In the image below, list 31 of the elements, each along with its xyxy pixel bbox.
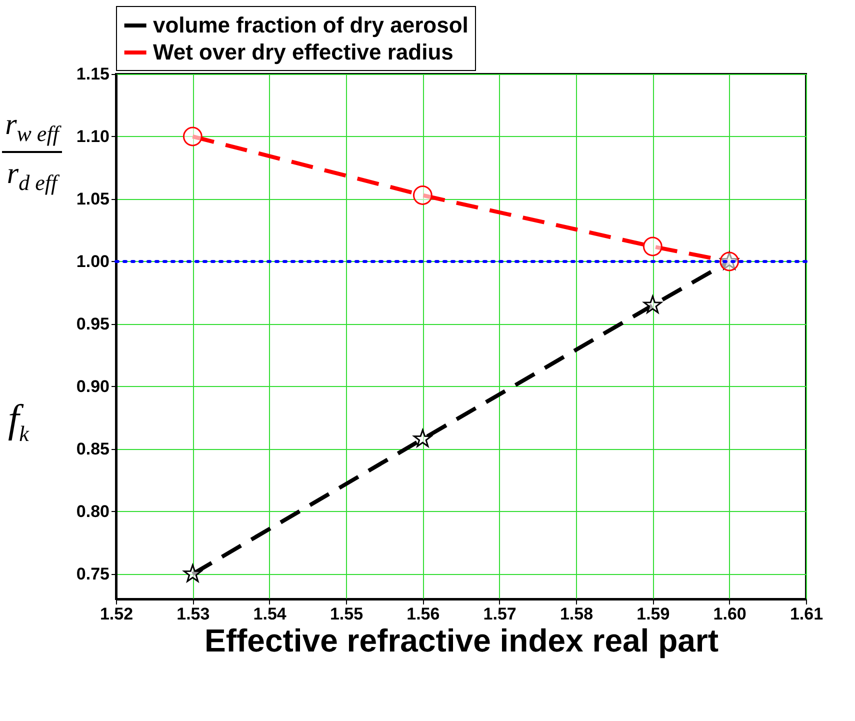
y-tick-label: 0.80	[76, 502, 110, 521]
x-tick-label: 1.53	[176, 604, 210, 624]
x-tick-label: 1.61	[790, 604, 824, 624]
y-tick-label: 1.15	[76, 64, 110, 84]
x-tick-label: 1.55	[330, 604, 364, 624]
point	[643, 296, 662, 314]
legend-label: volume fraction of dry aerosol	[153, 12, 468, 38]
y-tick-label: 1.10	[76, 127, 110, 146]
point	[413, 429, 432, 447]
legend-label: Wet over dry effective radius	[153, 40, 454, 64]
x-tick-label: 1.52	[100, 604, 134, 624]
y-tick-label: 0.90	[76, 377, 110, 396]
point	[642, 236, 662, 256]
text: r$_{w eff}$	[4, 108, 62, 147]
point	[412, 186, 432, 205]
text: r$_{d eff}$	[6, 157, 60, 196]
point	[183, 564, 202, 582]
y-tick-label: 0.95	[76, 314, 110, 334]
y-tick-label: 1.05	[76, 190, 110, 208]
y-tick-label: 0.75	[76, 564, 110, 584]
y-axis-title: f$_{k}$	[8, 395, 29, 447]
x-tick-label: 1.56	[406, 604, 440, 624]
x-axis-title: Effective refractive index real part	[204, 622, 719, 658]
y-tick-label: 0.85	[76, 440, 110, 458]
x-tick-label: 1.59	[636, 604, 670, 624]
point	[182, 126, 202, 146]
y-tick-label: 1.00	[76, 252, 110, 271]
x-tick-label: 1.58	[560, 604, 594, 624]
x-tick-label: 1.57	[483, 604, 516, 624]
x-tick-label: 1.54	[253, 604, 287, 624]
x-tick-label: 1.60	[713, 604, 746, 624]
